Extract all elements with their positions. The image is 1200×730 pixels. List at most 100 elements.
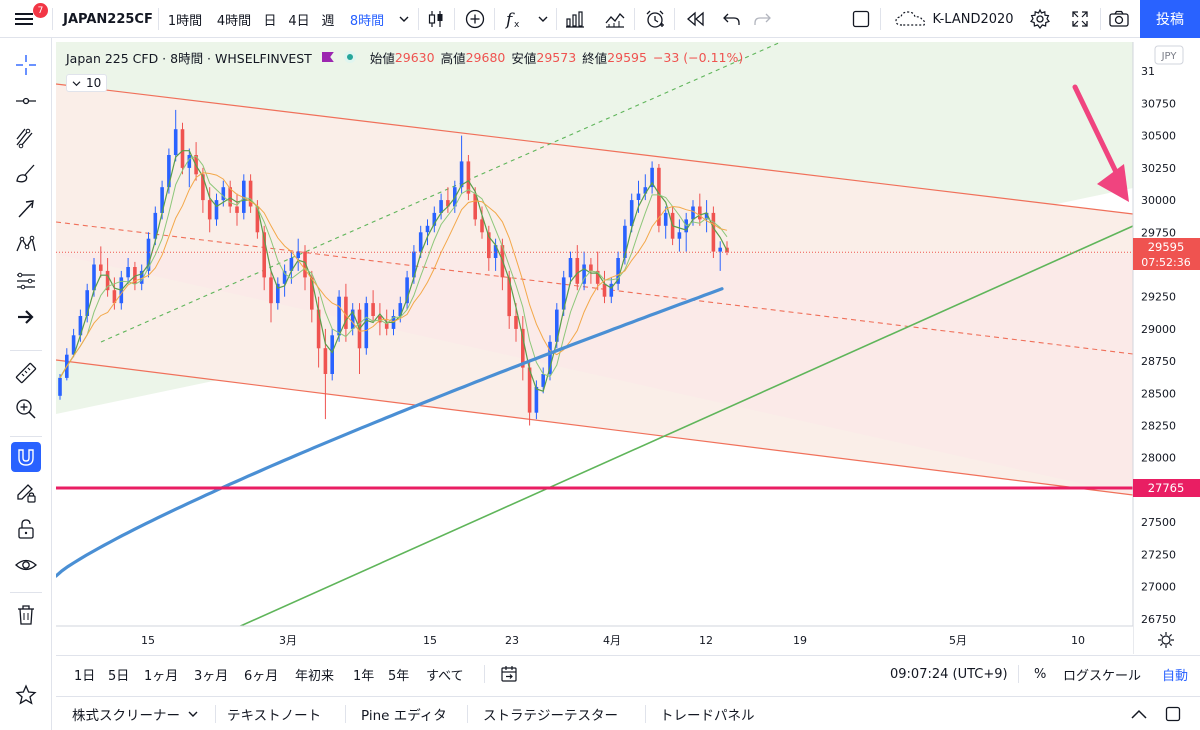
prediction-tool[interactable] <box>8 266 44 296</box>
candle <box>180 122 185 175</box>
more-tools-button[interactable] <box>8 302 44 332</box>
candle <box>541 367 545 394</box>
publish-button[interactable]: 投稿 <box>1140 0 1200 38</box>
candle <box>459 135 464 194</box>
brush-tool[interactable] <box>8 158 44 188</box>
undo-icon <box>723 13 740 25</box>
interval-4h[interactable]: 4時間 <box>216 13 252 29</box>
currency-badge[interactable] <box>1154 45 1184 65</box>
fullscreen-toggle-button[interactable] <box>846 0 876 38</box>
tab-trade-panel[interactable]: トレードパネル <box>660 708 755 724</box>
price-tick-label: 27250 <box>1141 548 1176 561</box>
indicators-dropdown-button[interactable] <box>534 0 552 38</box>
tab-pine-editor[interactable]: Pine エディタ <box>361 708 447 724</box>
maximize-panel-button[interactable] <box>1164 697 1182 730</box>
price-tick-label: 28250 <box>1141 420 1176 433</box>
square-icon <box>1165 706 1181 722</box>
gear-icon <box>1161 635 1171 645</box>
time-tick-label: 4月 <box>603 634 621 647</box>
undo-button[interactable] <box>718 0 746 38</box>
alert-button[interactable] <box>640 0 670 38</box>
collapse-panel-button[interactable] <box>1130 697 1148 730</box>
auto-scale-toggle[interactable]: 自動 <box>1162 668 1189 684</box>
percent-scale-toggle[interactable]: % <box>1034 666 1047 682</box>
price-tick-label: 27500 <box>1141 516 1176 529</box>
range-1y[interactable]: 1年 <box>353 668 375 684</box>
indicator-legend[interactable]: 10 <box>66 74 108 92</box>
hide-drawings-button[interactable] <box>8 550 44 580</box>
range-6m[interactable]: 6ヶ月 <box>244 668 279 684</box>
price-chart[interactable]: 2675027000272502750027750280002825028500… <box>56 42 1200 654</box>
candle <box>616 251 620 291</box>
interval-1h[interactable]: 1時間 <box>167 13 203 29</box>
interval-dropdown-button[interactable] <box>394 0 414 38</box>
range-ytd[interactable]: 年初来 <box>295 668 335 684</box>
time-tick-label: 23 <box>505 634 519 647</box>
pattern-tool[interactable] <box>8 230 44 260</box>
goto-date-button[interactable] <box>500 656 518 692</box>
interval-1d[interactable]: 日 <box>263 13 277 29</box>
chart-settings-button[interactable] <box>1026 0 1054 38</box>
log-scale-toggle[interactable]: ログスケール <box>1063 668 1142 684</box>
fib-tool[interactable] <box>8 122 44 152</box>
candle <box>575 245 580 291</box>
candle <box>269 270 273 323</box>
candle <box>58 374 62 400</box>
candle <box>330 328 334 381</box>
range-5d[interactable]: 5日 <box>108 668 130 684</box>
replay-button[interactable] <box>680 0 710 38</box>
horizontal-line-icon <box>16 97 36 105</box>
stay-in-drawing-mode-button[interactable] <box>8 478 44 508</box>
magnet-icon <box>18 449 34 466</box>
redo-button[interactable] <box>748 0 776 38</box>
trend-line-tool[interactable] <box>8 86 44 116</box>
snapshot-button[interactable] <box>1104 0 1134 38</box>
remove-drawings-button[interactable] <box>8 600 44 630</box>
measure-tool[interactable] <box>8 358 44 388</box>
range-1m[interactable]: 1ヶ月 <box>144 668 179 684</box>
redo-icon <box>754 13 771 25</box>
magnet-mode-button[interactable] <box>11 442 41 472</box>
time-tick-label: 15 <box>423 634 437 647</box>
layout-name-button[interactable]: K-LAND2020 <box>884 0 1024 38</box>
candle <box>432 206 437 233</box>
range-1d[interactable]: 1日 <box>74 668 96 684</box>
interval-1w[interactable]: 週 <box>321 13 335 29</box>
symbol-search-button[interactable]: JAPAN225CF <box>63 11 153 27</box>
hamburger-icon <box>15 13 33 25</box>
annotation-arrow-shaft <box>1072 84 1119 175</box>
clock-timezone[interactable]: 09:07:24 (UTC+9) <box>890 666 1008 682</box>
tab-stock-screener[interactable]: 株式スクリーナー <box>72 697 198 730</box>
price-tick-label: 30750 <box>1141 97 1176 110</box>
tab-strategy-tester[interactable]: ストラテジーテスター <box>483 708 618 724</box>
price-axis[interactable] <box>1133 42 1200 634</box>
main-menu-button[interactable]: 7 <box>4 0 48 38</box>
chevron-down-icon <box>188 711 198 717</box>
financials-button[interactable] <box>560 0 590 38</box>
zoom-tool[interactable] <box>8 394 44 424</box>
market-status-icon <box>343 51 356 63</box>
arrow-tool[interactable] <box>8 194 44 224</box>
time-axis[interactable] <box>56 626 1133 654</box>
candle <box>466 155 471 201</box>
range-5y[interactable]: 5年 <box>388 668 410 684</box>
interval-8h[interactable]: 8時間 <box>349 13 385 29</box>
interval-4d[interactable]: 4日 <box>288 13 310 29</box>
crosshair-tool[interactable] <box>8 50 44 80</box>
range-3m[interactable]: 3ヶ月 <box>194 668 229 684</box>
templates-button[interactable] <box>600 0 630 38</box>
tab-text-notes[interactable]: テキストノート <box>227 708 322 724</box>
expand-button[interactable] <box>1066 0 1094 38</box>
price-tick-label: 26750 <box>1141 613 1176 626</box>
chart-type-button[interactable] <box>422 0 450 38</box>
time-tick-label: 12 <box>699 634 713 647</box>
lock-drawings-button[interactable] <box>8 514 44 544</box>
series-title[interactable]: Japan 225 CFD · 8時間 · WHSELFINVEST <box>66 50 312 66</box>
favorites-button[interactable] <box>8 680 44 710</box>
compare-symbol-button[interactable] <box>460 0 490 38</box>
candle <box>718 241 722 271</box>
axis-settings-button[interactable] <box>1158 632 1174 648</box>
drawing-toolbar <box>0 38 52 730</box>
range-all[interactable]: すべて <box>426 668 464 684</box>
